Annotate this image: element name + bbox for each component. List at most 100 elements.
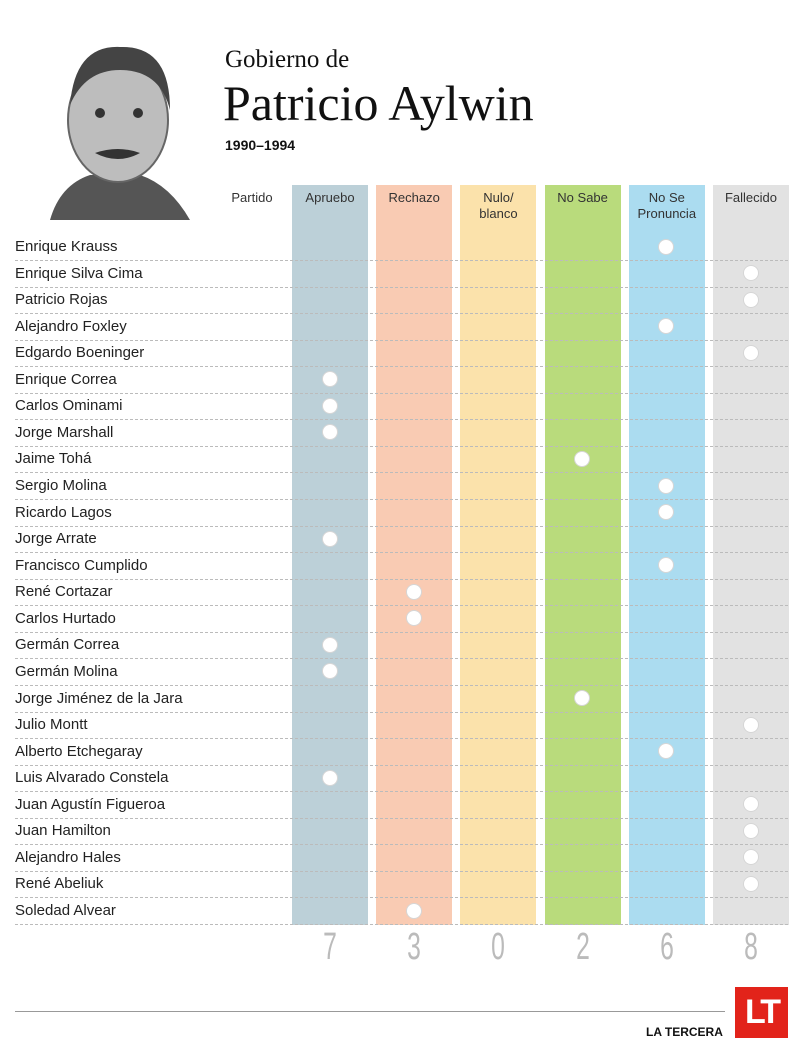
column-total: 0: [491, 926, 506, 968]
vote-dot: [742, 849, 759, 866]
row-name: René Cortazar: [15, 583, 113, 601]
row-name: Jorge Jiménez de la Jara: [15, 689, 183, 707]
column-band: [544, 185, 621, 925]
vote-dot: [742, 796, 759, 813]
row-rule: [15, 392, 788, 394]
footer-rule: [15, 1011, 725, 1012]
row-rule: [15, 738, 788, 740]
row-rule: [15, 897, 788, 899]
row-rule: [15, 578, 788, 580]
vote-dot: [742, 822, 759, 839]
vote-dot: [658, 238, 675, 255]
row-name: Enrique Krauss: [15, 238, 118, 255]
row-name: Enrique Silva Cima: [15, 264, 143, 282]
vote-dot: [742, 291, 759, 308]
row-name: Carlos Hurtado: [15, 609, 116, 627]
row-rule: [15, 764, 788, 766]
column-total: 6: [659, 926, 674, 968]
row-name: Jorge Arrate: [15, 530, 97, 548]
row-name: Sergio Molina: [15, 477, 107, 495]
column-total: 7: [323, 926, 337, 968]
vote-dot: [658, 743, 675, 760]
vote-dot: [405, 902, 422, 919]
row-name: Alberto Etchegaray: [15, 742, 143, 760]
logo: LT: [735, 987, 788, 1038]
vote-dot: [658, 504, 675, 521]
row-rule: [15, 419, 788, 421]
vote-dot: [321, 397, 338, 414]
row-rule: [15, 791, 788, 793]
vote-dot: [405, 583, 422, 600]
row-name: Francisco Cumplido: [15, 556, 148, 574]
row-name: Julio Montt: [15, 716, 88, 734]
row-name: Alejandro Foxley: [15, 317, 127, 335]
row-rule: [15, 472, 788, 474]
row-rule: [15, 711, 788, 713]
column-total: 2: [575, 926, 590, 968]
brand: LA TERCERA: [646, 1025, 723, 1039]
row-rule: [15, 366, 788, 368]
column-header: No Se Pronuncia: [637, 190, 697, 221]
row-name: Juan Hamilton: [15, 822, 111, 840]
row-name: René Abeliuk: [15, 875, 104, 893]
vote-dot: [321, 530, 338, 547]
row-name: Enrique Correa: [15, 370, 117, 388]
years: 1990–1994: [225, 137, 296, 153]
column-header: Rechazo: [388, 190, 440, 205]
column-total: 3: [407, 926, 422, 968]
row-rule: [15, 870, 788, 872]
column-header: Fallecido: [724, 190, 778, 205]
row-rule: [15, 525, 788, 527]
row-name: Carlos Ominami: [15, 397, 123, 415]
row-name: Jorge Marshall: [15, 423, 114, 441]
row-rule: [15, 445, 788, 447]
vote-dot: [405, 610, 422, 627]
row-rule: [15, 658, 788, 660]
title: Patricio Aylwin: [223, 75, 534, 131]
row-name: Alejandro Hales: [15, 848, 121, 866]
vote-dot: [321, 371, 338, 388]
vote-dot: [574, 450, 591, 467]
vote-dot: [742, 265, 759, 282]
vote-dot: [321, 636, 338, 653]
row-rule: [15, 313, 788, 315]
row-rule: [15, 924, 788, 925]
vote-dot: [742, 875, 759, 892]
row-name: Germán Correa: [15, 636, 120, 654]
vote-dot: [658, 557, 675, 574]
column-header: No Sabe: [557, 190, 608, 205]
column-band: [292, 185, 368, 925]
row-rule: [15, 844, 788, 846]
kicker: Gobierno de: [225, 46, 350, 73]
column-band: [460, 185, 537, 925]
vote-dot: [321, 663, 338, 680]
row-name: Jaime Tohá: [15, 450, 92, 468]
row-rule: [15, 817, 788, 819]
row-rule: [15, 684, 788, 686]
row-rule: [15, 286, 788, 288]
vote-dot: [574, 690, 591, 707]
row-name: Germán Molina: [15, 662, 118, 680]
row-name: Luis Alvarado Constela: [15, 769, 169, 787]
vote-dot: [658, 477, 675, 494]
row-name: Ricardo Lagos: [15, 503, 112, 521]
row-rule: [15, 499, 788, 501]
vote-dot: [321, 769, 338, 786]
row-rule: [15, 339, 788, 341]
row-name: Edgardo Boeninger: [15, 344, 145, 362]
column-header: Apruebo: [305, 190, 355, 205]
column-header: Nulo/ blanco: [479, 190, 518, 221]
row-rule: [15, 552, 788, 554]
vote-dot: [658, 318, 675, 335]
row-rule: [15, 631, 788, 633]
party-header: Partido: [231, 190, 273, 205]
row-rule: [15, 605, 788, 607]
vote-dot: [321, 424, 338, 441]
column-total: 8: [744, 926, 758, 968]
column-band: [376, 185, 453, 925]
vote-dot: [742, 716, 759, 733]
row-name: Juan Agustín Figueroa: [15, 795, 166, 813]
row-name: Soledad Alvear: [15, 902, 116, 919]
row-name: Patricio Rojas: [15, 291, 108, 309]
